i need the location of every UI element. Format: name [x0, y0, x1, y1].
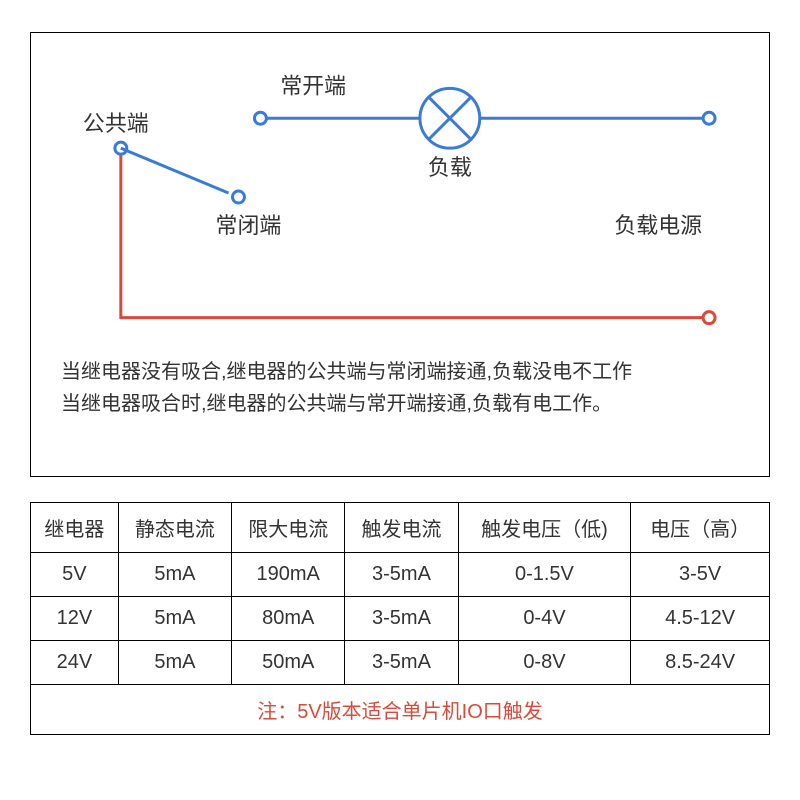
label-load-power: 负载电源 [614, 213, 702, 238]
description-text: 当继电器没有吸合,继电器的公共端与常闭端接通,负载没电不工作 当继电器吸合时,继… [61, 356, 739, 420]
th-0: 继电器 [31, 503, 119, 553]
relay-circuit-diagram: 公共端 常开端 常闭端 负载 负载电源 [61, 63, 739, 343]
label-nc: 常闭端 [216, 213, 282, 238]
th-5: 电压（高） [631, 503, 770, 553]
node-no [254, 112, 266, 124]
table-row: 12V 5mA 80mA 3-5mA 0-4V 4.5-12V [31, 597, 770, 641]
description-line-2: 当继电器吸合时,继电器的公共端与常开端接通,负载有电工作。 [61, 388, 739, 420]
switch-arm [121, 148, 229, 193]
table-row: 5V 5mA 190mA 3-5mA 0-1.5V 3-5V [31, 553, 770, 597]
label-common: 公共端 [83, 111, 149, 136]
th-1: 静态电流 [118, 503, 231, 553]
table-note: 注：5V版本适合单片机IO口触发 [31, 685, 770, 735]
label-load: 负载 [428, 155, 472, 180]
th-2: 限大电流 [232, 503, 345, 553]
table-header-row: 继电器 静态电流 限大电流 触发电流 触发电压（低) 电压（高） [31, 503, 770, 553]
description-line-1: 当继电器没有吸合,继电器的公共端与常闭端接通,负载没电不工作 [61, 356, 739, 388]
spec-table: 继电器 静态电流 限大电流 触发电流 触发电压（低) 电压（高） 5V 5mA … [30, 502, 770, 735]
label-no: 常开端 [280, 73, 346, 98]
circuit-diagram-panel: 公共端 常开端 常闭端 负载 负载电源 当继电器没有吸合,继电器的公共端与常闭端… [30, 32, 770, 477]
table-row: 24V 5mA 50mA 3-5mA 0-8V 8.5-24V [31, 641, 770, 685]
node-power-top [703, 112, 715, 124]
th-3: 触发电流 [345, 503, 458, 553]
node-power-bottom [703, 312, 715, 324]
table-note-row: 注：5V版本适合单片机IO口触发 [31, 685, 770, 735]
th-4: 触发电压（低) [458, 503, 631, 553]
node-nc [232, 191, 244, 203]
